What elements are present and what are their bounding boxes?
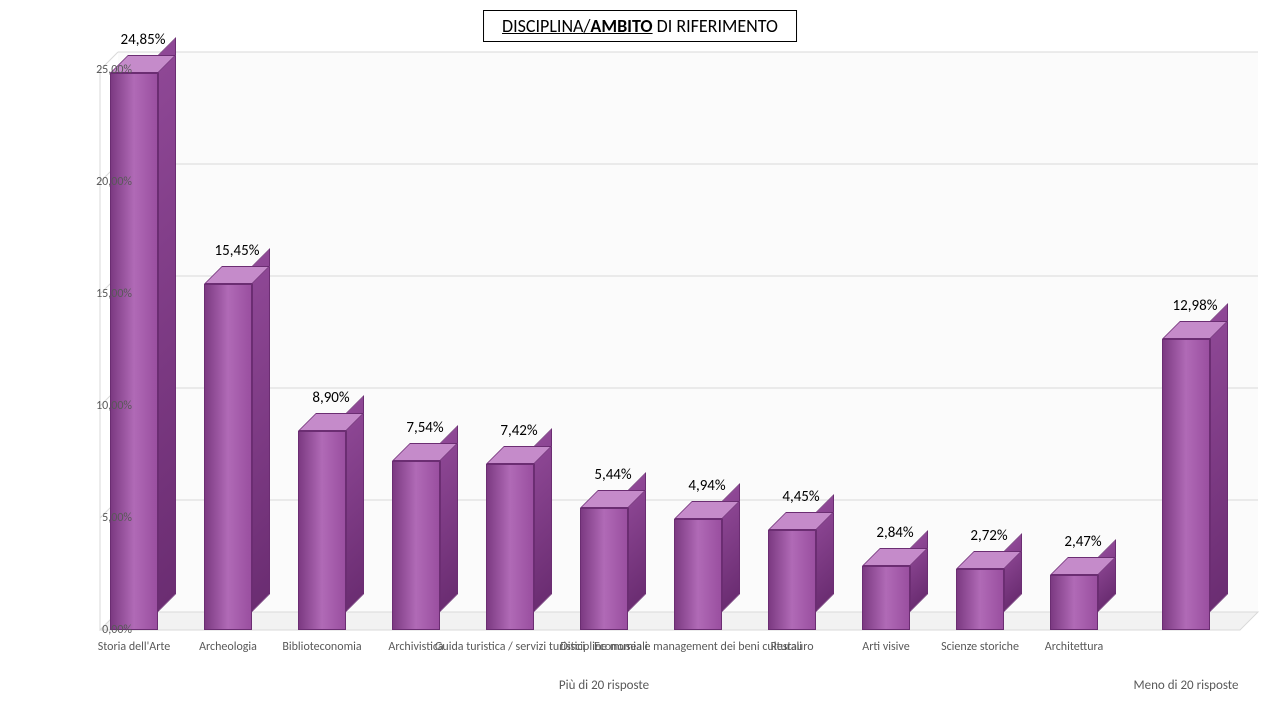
bar-value-label: 7,54% bbox=[406, 419, 443, 437]
bar-value-label: 2,72% bbox=[970, 527, 1007, 545]
bar bbox=[298, 431, 346, 630]
y-tick-label: 5,00% bbox=[72, 511, 132, 525]
category-label: Arti visive bbox=[862, 640, 909, 654]
category-label: Restauro bbox=[770, 640, 813, 654]
bar bbox=[486, 464, 534, 630]
bar-value-label: 7,42% bbox=[500, 422, 537, 440]
bar bbox=[862, 566, 910, 630]
title-part2: AMBITO bbox=[590, 15, 652, 37]
bar-value-label: 15,45% bbox=[215, 242, 260, 260]
bar-value-label: 24,85% bbox=[121, 31, 166, 49]
y-tick-label: 0,00% bbox=[72, 623, 132, 637]
y-tick-label: 10,00% bbox=[72, 399, 132, 413]
bar bbox=[1050, 575, 1098, 630]
y-tick-label: 25,00% bbox=[72, 63, 132, 77]
title-tail: DI RIFERIMENTO bbox=[653, 15, 778, 37]
category-label: Archeologia bbox=[199, 640, 257, 654]
bar bbox=[768, 530, 816, 630]
category-label: Architettura bbox=[1045, 640, 1103, 654]
chart-container: DISCIPLINA/AMBITO DI RIFERIMENTO bbox=[0, 0, 1280, 720]
group-label: Meno di 20 risposte bbox=[1134, 678, 1239, 693]
bar bbox=[580, 508, 628, 630]
y-tick-label: 15,00% bbox=[72, 287, 132, 301]
category-label: Biblioteconomia bbox=[282, 640, 361, 654]
chart-title: DISCIPLINA/AMBITO DI RIFERIMENTO bbox=[483, 10, 797, 42]
bar-value-label: 5,44% bbox=[594, 466, 631, 484]
category-label: Storia dell'Arte bbox=[98, 640, 171, 654]
bar-value-label: 4,94% bbox=[688, 477, 725, 495]
y-tick-label: 20,00% bbox=[72, 175, 132, 189]
category-label: Scienze storiche bbox=[941, 640, 1019, 654]
bar bbox=[674, 519, 722, 630]
bar-value-label: 2,47% bbox=[1064, 533, 1101, 551]
bar-value-label: 4,45% bbox=[782, 488, 819, 506]
bar bbox=[204, 284, 252, 630]
bar-value-label: 12,98% bbox=[1173, 297, 1218, 315]
title-part1: DISCIPLINA bbox=[502, 15, 583, 37]
bar bbox=[1162, 339, 1210, 630]
group-label: Più di 20 risposte bbox=[559, 678, 649, 693]
bar-value-label: 2,84% bbox=[876, 524, 913, 542]
bar bbox=[392, 461, 440, 630]
bar bbox=[956, 569, 1004, 630]
bar-value-label: 8,90% bbox=[312, 389, 349, 407]
bar bbox=[110, 73, 158, 630]
